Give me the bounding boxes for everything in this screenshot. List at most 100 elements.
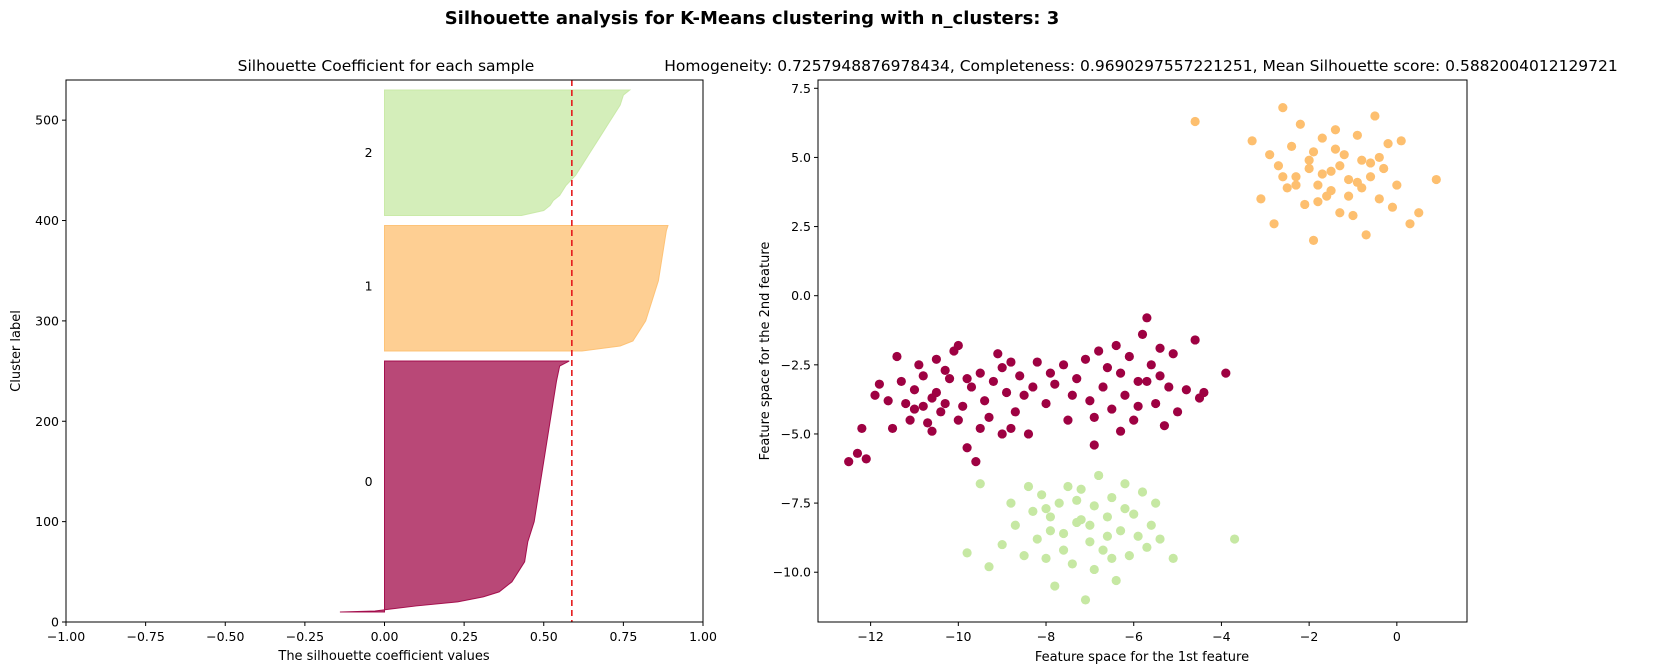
scatter-point-cluster-2: [1137, 487, 1148, 497]
figure-suptitle: Silhouette analysis for K-Means clusteri…: [445, 8, 1060, 29]
scatter-point-cluster-0: [944, 374, 955, 384]
scatter-point-cluster-1: [1269, 219, 1279, 229]
scatter-point-cluster-2: [1076, 515, 1086, 525]
scatter-point-cluster-0: [1015, 371, 1025, 381]
scatter-point-cluster-1: [1265, 150, 1275, 160]
scatter-title: Homogeneity: 0.7257948876978434, Complet…: [664, 57, 1618, 75]
scatter-point-cluster-1: [1326, 186, 1336, 196]
scatter-point-cluster-0: [1094, 346, 1104, 356]
scatter-point-cluster-2: [1019, 551, 1029, 561]
scatter-point-cluster-2: [1155, 534, 1165, 544]
scatter-point-cluster-0: [927, 426, 937, 436]
scatter-point-cluster-1: [1286, 141, 1297, 151]
scatter-ytick-label: −10.0: [773, 565, 811, 580]
scatter-point-cluster-2: [1094, 470, 1104, 481]
silhouette-xtick-label: 0.25: [450, 629, 478, 644]
scatter-point-cluster-0: [1129, 415, 1139, 425]
scatter-point-cluster-2: [1072, 495, 1082, 505]
scatter-point-cluster-2: [1089, 564, 1099, 575]
scatter-point-cluster-1: [1330, 144, 1341, 154]
scatter-point-cluster-1: [1304, 163, 1314, 174]
scatter-point-cluster-1: [1361, 230, 1371, 240]
scatter-ytick-label: 5.0: [791, 150, 811, 165]
scatter-point-cluster-1: [1370, 111, 1380, 121]
scatter-point-cluster-0: [1045, 368, 1056, 378]
scatter-point-cluster-2: [1067, 559, 1077, 569]
scatter-point-cluster-2: [975, 479, 985, 489]
scatter-xtick-label: −10: [945, 629, 971, 644]
silhouette-axes-frame: [65, 79, 704, 623]
scatter-xtick-label: −2: [1300, 629, 1318, 644]
silhouette-cluster-0-label: 0: [365, 474, 373, 489]
scatter-point-cluster-1: [1335, 161, 1345, 171]
scatter-point-cluster-0: [861, 454, 871, 464]
scatter-point-cluster-0: [1107, 404, 1117, 414]
scatter-point-cluster-0: [1023, 429, 1034, 439]
scatter-point-cluster-2: [1102, 512, 1113, 522]
scatter-point-cluster-2: [1142, 542, 1152, 552]
scatter-point-cluster-0: [1164, 382, 1174, 392]
scatter-point-cluster-0: [980, 396, 990, 406]
scatter-point-cluster-2: [1085, 520, 1095, 530]
scatter-point-cluster-2: [1045, 526, 1056, 536]
scatter-point-cluster-2: [1120, 504, 1130, 514]
silhouette-cluster-1-label: 1: [365, 278, 373, 293]
scatter-point-cluster-1: [1256, 194, 1266, 204]
scatter-point-cluster-1: [1313, 180, 1323, 190]
silhouette-cluster-0-area: [339, 360, 570, 613]
scatter-ytick-label: −7.5: [781, 496, 811, 511]
scatter-point-cluster-2: [1107, 492, 1117, 503]
scatter-point-cluster-1: [1291, 172, 1301, 182]
scatter-point-cluster-0: [1067, 390, 1077, 400]
scatter-point-cluster-0: [1041, 398, 1051, 409]
scatter-point-cluster-1: [1317, 133, 1327, 143]
scatter-point-cluster-0: [975, 368, 985, 378]
scatter-point-cluster-2: [1107, 553, 1117, 563]
scatter-point-cluster-1: [1278, 172, 1288, 182]
silhouette-xtick-label: −0.50: [206, 629, 244, 644]
scatter-axes-frame: [817, 79, 1468, 623]
silhouette-xtick-label: −0.25: [286, 629, 324, 644]
scatter-point-cluster-0: [1089, 412, 1099, 422]
scatter-point-cluster-1: [1396, 136, 1406, 146]
scatter-point-cluster-0: [993, 349, 1003, 359]
silhouette-marks: 0 1 2: [339, 80, 669, 622]
scatter-point-cluster-1: [1365, 172, 1376, 182]
scatter-point-cluster-2: [1058, 545, 1069, 555]
scatter-point-cluster-0: [1089, 440, 1099, 450]
scatter-point-cluster-1: [1308, 235, 1319, 245]
scatter-point-cluster-0: [1001, 387, 1012, 398]
scatter-point-cluster-2: [1115, 526, 1126, 536]
scatter-point-cluster-0: [892, 351, 902, 362]
scatter-point-cluster-1: [1344, 174, 1354, 185]
scatter-point-cluster-1: [1374, 194, 1384, 204]
scatter-point-cluster-0: [1115, 368, 1126, 378]
scatter-point-cluster-1: [1308, 147, 1319, 157]
scatter-point-cluster-2: [1063, 481, 1073, 492]
scatter-point-cluster-0: [914, 360, 924, 370]
scatter-marks: [844, 103, 1441, 605]
scatter-point-cluster-2: [1129, 509, 1139, 519]
scatter-plot: Homogeneity: 0.7257948876978434, Complet…: [664, 57, 1618, 665]
scatter-point-cluster-0: [984, 412, 994, 422]
scatter-point-cluster-1: [1357, 155, 1367, 165]
scatter-point-cluster-2: [1080, 595, 1091, 605]
scatter-xtick-label: −4: [1212, 629, 1230, 644]
scatter-point-cluster-1: [1335, 208, 1345, 218]
scatter-point-cluster-2: [962, 548, 972, 558]
silhouette-ytick-label: 500: [35, 113, 59, 128]
scatter-point-cluster-2: [1032, 534, 1042, 544]
scatter-point-cluster-0: [975, 423, 985, 434]
scatter-ticks: −12 −10 −8 −6 −4 −2 0 −10.0 −7.5 −5.0 −2.5 0.0 2.5 5.…: [773, 81, 1401, 644]
scatter-point-cluster-0: [1168, 349, 1178, 359]
silhouette-cluster-2-area: [384, 89, 632, 216]
scatter-point-cluster-0: [905, 415, 915, 425]
scatter-point-cluster-2: [1058, 528, 1069, 539]
scatter-point-cluster-1: [1387, 202, 1398, 212]
scatter-point-cluster-0: [1115, 426, 1126, 436]
scatter-point-cluster-2: [1028, 506, 1038, 516]
scatter-xtick-label: 0: [1393, 629, 1401, 644]
scatter-point-cluster-0: [1111, 340, 1121, 351]
scatter-point-cluster-1: [1300, 199, 1310, 210]
scatter-ytick-label: 2.5: [791, 219, 811, 234]
